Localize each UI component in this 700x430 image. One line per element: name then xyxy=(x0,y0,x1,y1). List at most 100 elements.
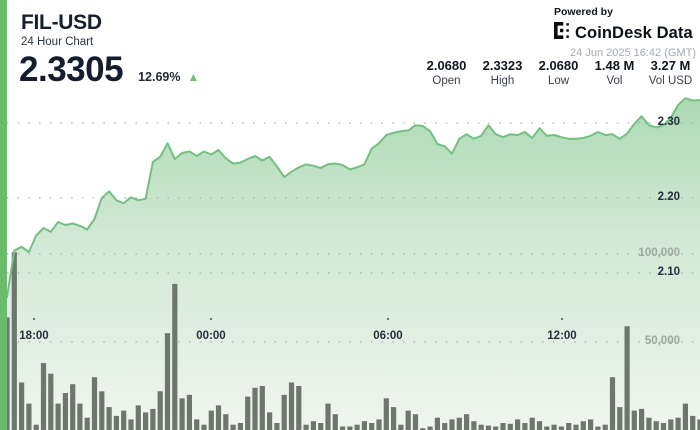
accent-stripe xyxy=(0,0,7,430)
price-line xyxy=(6,97,700,298)
stat-vol-usd-value: 3.27 M xyxy=(650,58,691,73)
volume-bar xyxy=(500,423,506,430)
volume-bar xyxy=(405,410,411,430)
stat-open-value: 2.0680 xyxy=(426,58,467,73)
x-axis-time-label: 12:00 xyxy=(547,330,577,342)
volume-bar xyxy=(296,386,302,430)
volume-bar xyxy=(230,424,236,430)
volume-bar xyxy=(624,326,630,430)
volume-bar xyxy=(653,421,659,430)
volume-bar xyxy=(391,407,397,430)
volume-bar xyxy=(128,419,134,430)
volume-bar xyxy=(4,317,10,430)
volume-bar xyxy=(215,405,222,430)
volume-bar xyxy=(179,398,185,430)
volume-bar xyxy=(252,387,258,430)
volume-bar xyxy=(354,424,360,430)
volume-bars xyxy=(4,252,700,430)
volume-bar xyxy=(398,424,404,430)
volume-bar xyxy=(11,252,17,430)
x-axis-time-label: 06:00 xyxy=(373,330,403,342)
stat-vol: 1.48 M Vol xyxy=(591,58,638,87)
y-axis-price-label: 2.10 xyxy=(657,266,680,278)
volume-bar xyxy=(493,426,499,430)
volume-bar xyxy=(62,393,68,430)
volume-bar xyxy=(478,424,484,430)
volume-bar xyxy=(172,283,178,430)
volume-bar xyxy=(536,421,543,430)
volume-bar xyxy=(194,419,200,430)
branding-block: Powered by CoinDesk Data 24 Jun 202 xyxy=(554,6,696,59)
volume-bar xyxy=(274,423,280,430)
y-axis-volume-label: 100,000 xyxy=(638,247,680,259)
volume-bar xyxy=(471,421,477,430)
volume-bar xyxy=(318,423,324,430)
volume-bar xyxy=(259,386,265,430)
volume-bar xyxy=(237,423,243,430)
volume-bar xyxy=(639,408,645,430)
volume-bar xyxy=(573,424,579,430)
volume-bar xyxy=(347,426,353,430)
volume-bar xyxy=(332,414,338,430)
volume-bar xyxy=(668,419,674,430)
symbol-title: FIL-USD xyxy=(21,11,102,34)
volume-bar xyxy=(609,377,616,430)
volume-bar xyxy=(40,363,47,430)
stat-vol-value: 1.48 M xyxy=(594,58,635,73)
volume-bar xyxy=(456,417,462,430)
volume-bar xyxy=(186,394,192,430)
stat-low: 2.0680 Low xyxy=(535,58,582,87)
volume-bar xyxy=(208,410,214,430)
volume-bar xyxy=(113,415,119,430)
x-axis-tick-dot xyxy=(560,317,564,321)
up-arrow-icon: ▲ xyxy=(187,70,200,84)
volume-bar xyxy=(631,410,637,430)
x-axis-tick-dot xyxy=(209,317,213,321)
volume-bar xyxy=(580,421,586,430)
volume-bar xyxy=(690,415,696,430)
volume-bar xyxy=(449,419,455,430)
volume-bar xyxy=(164,333,171,430)
volume-bar xyxy=(675,417,681,430)
volume-bar xyxy=(682,403,688,430)
volume-bar xyxy=(617,407,623,430)
volume-bar xyxy=(135,405,141,430)
volume-bar xyxy=(143,412,149,430)
volume-bar xyxy=(106,407,112,430)
volume-bar xyxy=(442,423,448,430)
stat-high-value: 2.3323 xyxy=(482,58,523,73)
coindesk-data-link[interactable]: CoinDesk Data xyxy=(554,22,693,44)
volume-bar xyxy=(420,428,426,430)
stat-low-value: 2.0680 xyxy=(538,58,579,73)
stat-high-label: High xyxy=(490,75,515,87)
volume-bar xyxy=(55,403,61,430)
volume-bar xyxy=(427,426,433,430)
volume-bar xyxy=(646,417,652,430)
volume-bar xyxy=(361,421,367,430)
y-axis-price-label: 2.20 xyxy=(657,191,680,203)
price-area-fill xyxy=(7,98,700,430)
volume-bar xyxy=(383,398,389,430)
volume-bar xyxy=(464,414,470,430)
brand-name: CoinDesk Data xyxy=(575,23,693,42)
volume-bar xyxy=(340,426,346,430)
coindesk-logo-icon xyxy=(554,22,571,44)
change-percent: 12.69% xyxy=(138,70,181,84)
stat-vol-usd-label: Vol USD xyxy=(648,75,693,87)
volume-bar xyxy=(544,426,550,430)
volume-bar xyxy=(660,423,667,430)
y-axis-price-label: 2.30 xyxy=(657,116,680,128)
volume-bar xyxy=(515,419,521,430)
volume-bar xyxy=(99,391,105,430)
price-row: 2.3305 12.69% ▲ xyxy=(19,50,199,90)
volume-bar xyxy=(19,382,25,430)
stat-open-label: Open xyxy=(432,75,461,87)
volume-bar xyxy=(150,408,156,430)
volume-bar xyxy=(376,419,382,430)
volume-bar xyxy=(485,425,492,430)
volume-bar xyxy=(121,410,127,430)
stat-open: 2.0680 Open xyxy=(423,58,470,87)
volume-bar xyxy=(26,403,32,430)
ohlc-stats: 2.0680 Open 2.3323 High 2.0680 Low 1.48 … xyxy=(423,58,694,87)
volume-bar xyxy=(281,394,287,430)
